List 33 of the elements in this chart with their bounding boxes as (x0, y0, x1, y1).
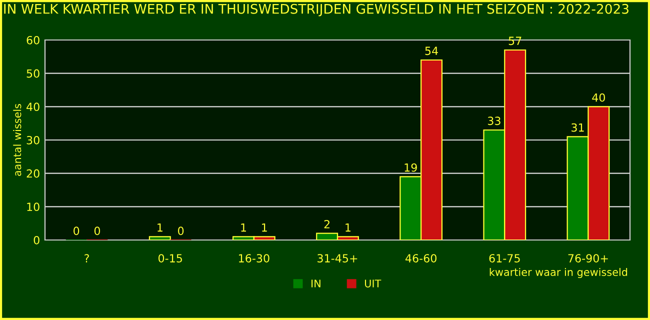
data-label: 1 (262, 223, 267, 232)
x-tick-label: 46-60 (405, 254, 436, 262)
data-label: 54 (425, 46, 438, 56)
data-label: 40 (592, 93, 605, 102)
x-tick-label: 61-75 (489, 254, 520, 262)
data-label: 33 (488, 116, 500, 126)
data-label: 0 (74, 226, 80, 236)
data-label: 0 (94, 226, 100, 236)
chart-title: IN WELK KWARTIER WERD ER IN THUISWEDSTRIJDEN GEWISSELD IN HET SEIZOEN : 2022-2023 (4, 4, 628, 16)
y-tick-label: 60 (26, 36, 40, 44)
x-tick-label: 16-30 (239, 254, 270, 262)
y-tick-label: 20 (26, 169, 40, 178)
y-tick-label: 30 (26, 136, 40, 144)
data-label: 1 (346, 223, 350, 232)
legend-label: IN (312, 280, 320, 288)
x-tick-label: 0-15 (158, 254, 182, 262)
y-tick-label: 10 (27, 202, 40, 212)
data-label: 19 (404, 163, 417, 172)
x-tick-label: 76-90+ (568, 254, 608, 262)
y-tick-label: 40 (26, 102, 40, 112)
legend-label: UIT (364, 280, 382, 288)
y-tick-label: 50 (26, 69, 40, 78)
x-tick-label: ? (84, 254, 89, 262)
y-axis-title: aantal wissels (13, 104, 22, 176)
data-label: 1 (241, 223, 246, 232)
bar (148, 236, 171, 240)
data-label: 2 (324, 220, 330, 228)
x-tick-label: 31-45+ (318, 254, 358, 262)
data-label: 1 (158, 223, 162, 232)
y-tick-label: 0 (34, 236, 40, 244)
x-axis-title: kwartier waar in gewisseld (490, 268, 628, 278)
data-label: 0 (178, 226, 184, 236)
data-label: 31 (572, 123, 584, 132)
